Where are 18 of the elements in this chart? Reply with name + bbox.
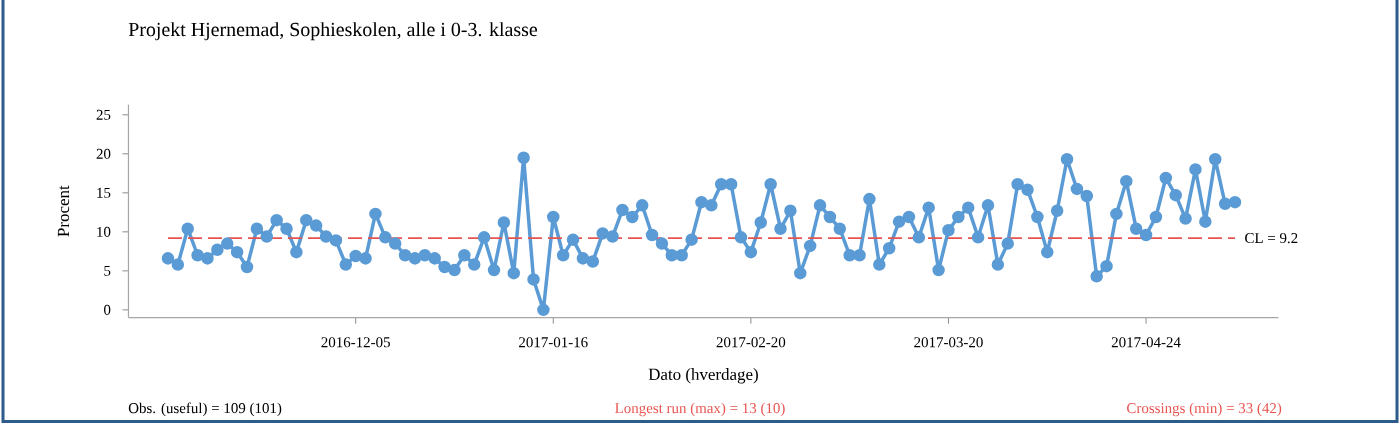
- text: Obs. (useful) = 109 (101): [128, 402, 282, 417]
- y-tick-label: 0: [104, 304, 111, 315]
- x-tick-label: 2017-03-20: [914, 337, 983, 348]
- y-tick-label: 25: [96, 109, 111, 120]
- y-tick-label: 5: [104, 265, 111, 276]
- x-axis-title: Dato (hverdage): [648, 368, 758, 384]
- x-tick-label: 2017-01-16: [519, 337, 588, 348]
- text: Longest run (max) = 13 (10): [615, 402, 785, 417]
- ref-line-label: CL = 9.2: [1245, 233, 1298, 244]
- chart-title: Projekt Hjernemad, Sophieskolen, alle i 0-3. klasse: [128, 22, 538, 41]
- text: Crossings (min) = 33 (42): [1127, 402, 1282, 417]
- x-tick-label: 2017-02-20: [716, 337, 786, 348]
- y-tick-label: 20: [96, 148, 111, 159]
- y-tick-label: 10: [97, 226, 111, 237]
- x-tick-label: 2017-04-24: [1111, 337, 1181, 348]
- x-tick-label: 2016-12-05: [321, 337, 390, 348]
- y-tick-label: 15: [97, 187, 111, 198]
- y-axis-title: Procent: [57, 185, 70, 237]
